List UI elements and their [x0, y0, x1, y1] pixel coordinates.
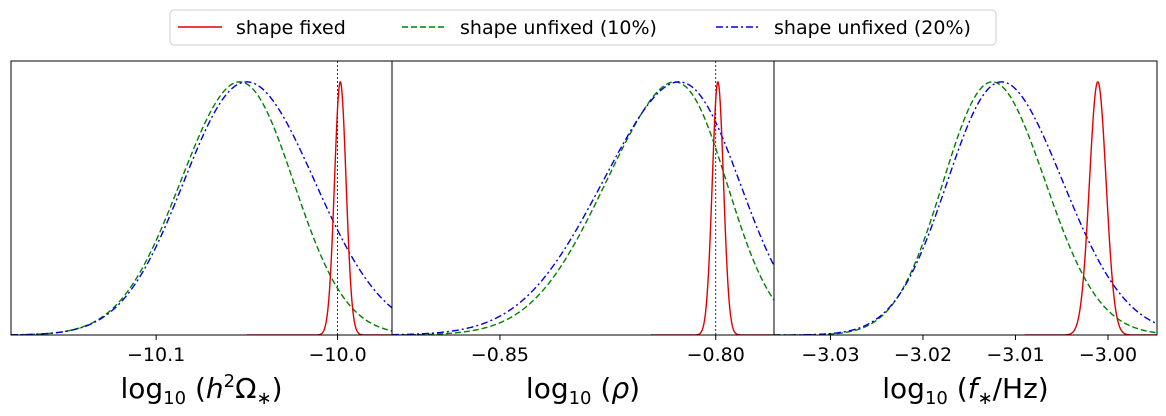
legend-frame: [169, 9, 997, 46]
series-line-shape-unfixed-20-: [11, 81, 392, 335]
series-line-shape-fixed: [1024, 81, 1157, 335]
legend: shape fixed shape unfixed (10%) shape unfi…: [169, 9, 997, 46]
legend-entry: shape unfixed (10%): [402, 17, 657, 39]
x-tick-label: −10.1: [127, 344, 185, 366]
x-tick-label: −3.01: [986, 344, 1044, 366]
plot-frame: [391, 60, 775, 336]
series-line-shape-fixed: [246, 81, 392, 335]
x-tick-label: −10.0: [308, 344, 366, 366]
panels: −10.1 −10.0 log10 (h2Ω∗) −0.85 −0.80 log10 (ρ…: [10, 60, 1158, 409]
plot-frame: [773, 60, 1158, 336]
x-axis-title: log10 (ρ): [526, 372, 640, 409]
x-tick-label: −0.85: [471, 344, 529, 366]
plot-frame: [10, 60, 393, 336]
x-axis-title: log10 (f∗/Hz): [882, 372, 1048, 409]
series-line-shape-unfixed-10-: [774, 81, 1157, 335]
x-tick-label: −3.02: [894, 344, 952, 366]
legend-label: shape fixed: [236, 17, 346, 39]
series-line-shape-unfixed-10-: [11, 81, 392, 335]
x-tick-label: −3.00: [1079, 344, 1137, 366]
series-line-shape-unfixed-20-: [392, 81, 774, 335]
legend-label: shape unfixed (20%): [774, 17, 971, 39]
legend-entry: shape unfixed (20%): [716, 17, 971, 39]
panel-rho: −0.85 −0.80 log10 (ρ): [391, 60, 775, 409]
panel-omega: −10.1 −10.0 log10 (h2Ω∗): [10, 60, 393, 409]
series-line-shape-unfixed-20-: [774, 81, 1157, 335]
series-line-shape-unfixed-10-: [392, 81, 774, 335]
x-tick-label: −0.80: [687, 344, 745, 366]
series-line-shape-fixed: [650, 81, 774, 335]
legend-label: shape unfixed (10%): [460, 17, 657, 39]
x-tick-label: −3.03: [801, 344, 859, 366]
x-axis-title: log10 (h2Ω∗): [120, 371, 282, 409]
legend-entry: shape fixed: [178, 17, 346, 39]
panel-freq: −3.03 −3.02 −3.01 −3.00 log10 (f∗/Hz): [773, 60, 1158, 409]
